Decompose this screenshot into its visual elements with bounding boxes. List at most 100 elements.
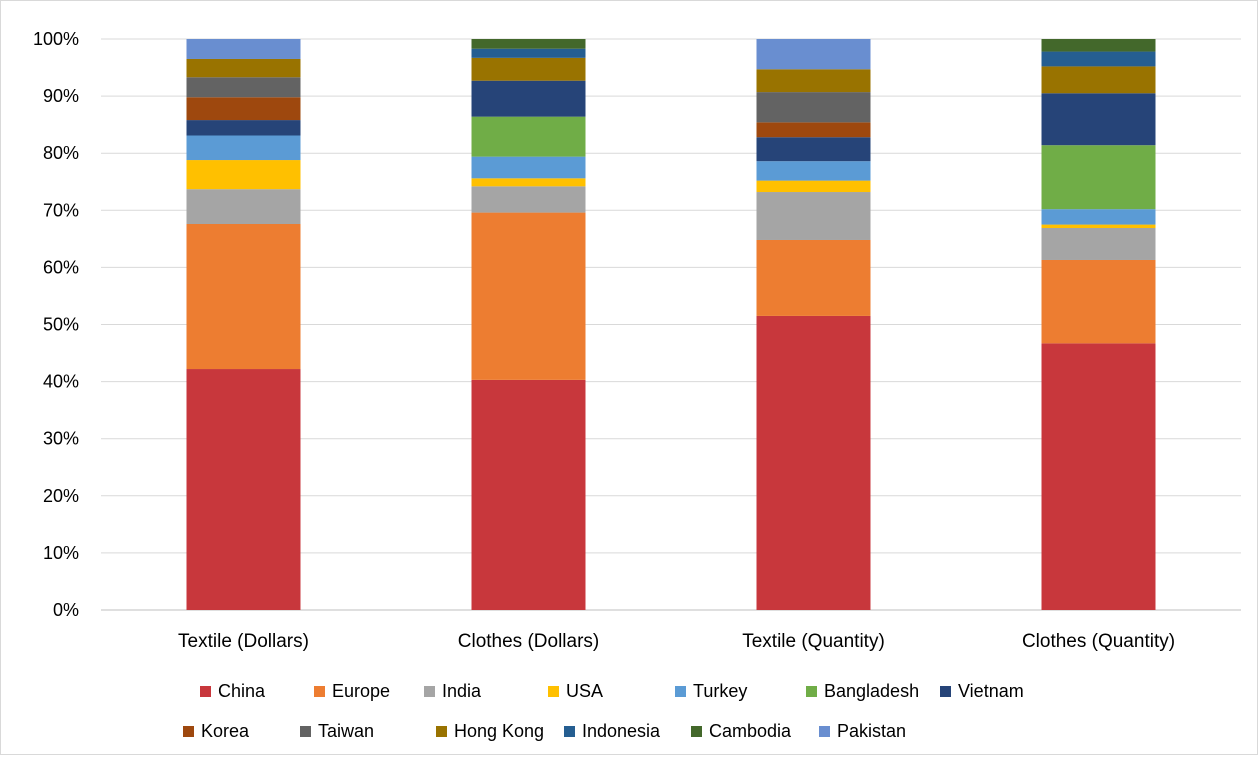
bar-segment-europe	[756, 239, 871, 316]
bar-segment-india	[1041, 228, 1156, 260]
legend-item-vietnam: Vietnam	[940, 681, 1024, 701]
legend-label: Hong Kong	[454, 721, 544, 741]
bar-segment-india	[756, 192, 871, 240]
bar-segment-europe	[186, 224, 301, 370]
legend-item-indonesia: Indonesia	[564, 721, 661, 741]
legend-item-hong-kong: Hong Kong	[436, 721, 544, 741]
bar-segment-indonesia	[1041, 51, 1156, 67]
legend-item-usa: USA	[548, 681, 603, 701]
bar-segment-korea	[756, 122, 871, 138]
bar-segment-india	[186, 189, 301, 225]
legend-item-china: China	[200, 681, 266, 701]
bar-segment-pakistan	[756, 39, 871, 70]
x-tick-label: Textile (Quantity)	[742, 631, 885, 652]
legend-swatch	[691, 726, 702, 737]
y-tick-label: 10%	[43, 543, 79, 563]
bar-segment-vietnam	[756, 137, 871, 162]
legend-swatch	[819, 726, 830, 737]
legend-item-cambodia: Cambodia	[691, 721, 792, 741]
bar-segment-china	[756, 315, 871, 610]
legend-label: Indonesia	[582, 721, 661, 741]
legend-label: Turkey	[693, 681, 747, 701]
legend-swatch	[564, 726, 575, 737]
y-tick-label: 60%	[43, 257, 79, 277]
bar-segment-hong-kong	[1041, 66, 1156, 94]
legend-label: China	[218, 681, 266, 701]
bar-segment-cambodia	[1041, 39, 1156, 52]
bar-segment-usa	[756, 180, 871, 193]
legend-swatch	[940, 686, 951, 697]
bar-segment-bangladesh	[1041, 145, 1156, 210]
bar-segment-korea	[186, 97, 301, 121]
legend-item-bangladesh: Bangladesh	[806, 681, 919, 701]
legend-swatch	[436, 726, 447, 737]
legend-swatch	[314, 686, 325, 697]
x-tick-label: Textile (Dollars)	[178, 631, 309, 652]
legend-swatch	[424, 686, 435, 697]
legend-item-turkey: Turkey	[675, 681, 747, 701]
bar-segment-bangladesh	[471, 116, 586, 157]
legend-item-india: India	[424, 681, 482, 701]
bar-segment-china	[471, 379, 586, 610]
y-tick-label: 40%	[43, 372, 79, 392]
legend-swatch	[300, 726, 311, 737]
bar-segment-turkey	[756, 161, 871, 181]
bars	[186, 39, 1156, 610]
bar-segment-turkey	[186, 135, 301, 161]
bar-segment-hong-kong	[471, 57, 586, 81]
legend-label: Vietnam	[958, 681, 1024, 701]
bar-segment-turkey	[471, 156, 586, 179]
legend-swatch	[675, 686, 686, 697]
y-tick-label: 90%	[43, 86, 79, 106]
legend-swatch	[806, 686, 817, 697]
legend: China Europe India USA Turkey Bangladesh Vietn…	[183, 681, 1024, 741]
y-tick-label: 50%	[43, 315, 79, 335]
legend-label: India	[442, 681, 482, 701]
bar-segment-vietnam	[1041, 93, 1156, 146]
y-tick-label: 70%	[43, 200, 79, 220]
bar-segment-usa	[471, 178, 586, 187]
bar-segment-vietnam	[471, 80, 586, 117]
legend-item-taiwan: Taiwan	[300, 721, 374, 741]
legend-swatch	[548, 686, 559, 697]
bar-segment-usa	[1041, 224, 1156, 229]
legend-item-pakistan: Pakistan	[819, 721, 906, 741]
bar-segment-europe	[471, 212, 586, 380]
legend-label: Pakistan	[837, 721, 906, 741]
x-tick-label: Clothes (Dollars)	[458, 631, 599, 652]
bar-segment-hong-kong	[186, 58, 301, 78]
y-tick-label: 30%	[43, 429, 79, 449]
legend-label: USA	[566, 681, 603, 701]
bar-segment-hong-kong	[756, 69, 871, 93]
y-tick-label: 80%	[43, 143, 79, 163]
bar-segment-europe	[1041, 259, 1156, 344]
bar-segment-usa	[186, 160, 301, 190]
legend-label: Korea	[201, 721, 250, 741]
legend-swatch	[183, 726, 194, 737]
legend-label: Cambodia	[709, 721, 792, 741]
bar-segment-pakistan	[186, 39, 301, 59]
bar-segment-china	[186, 369, 301, 610]
bar-segment-vietnam	[186, 120, 301, 136]
y-tick-label: 0%	[53, 600, 79, 620]
bar-segment-taiwan	[186, 77, 301, 98]
bar-segment-indonesia	[471, 48, 586, 58]
legend-label: Europe	[332, 681, 390, 701]
legend-label: Taiwan	[318, 721, 374, 741]
legend-item-europe: Europe	[314, 681, 390, 701]
x-tick-label: Clothes (Quantity)	[1022, 631, 1175, 652]
bar-segment-turkey	[1041, 209, 1156, 225]
x-axis: Textile (Dollars) Clothes (Dollars) Textil…	[178, 631, 1175, 652]
legend-label: Bangladesh	[824, 681, 919, 701]
bar-segment-taiwan	[756, 92, 871, 123]
y-tick-label: 100%	[33, 29, 79, 49]
legend-swatch	[200, 686, 211, 697]
y-axis: 0% 10% 20% 30% 40% 50% 60% 70% 80% 90% 100%	[33, 29, 79, 620]
bar-segment-china	[1041, 343, 1156, 610]
y-tick-label: 20%	[43, 486, 79, 506]
bar-segment-india	[471, 186, 586, 213]
bar-segment-cambodia	[471, 39, 586, 49]
legend-item-korea: Korea	[183, 721, 250, 741]
